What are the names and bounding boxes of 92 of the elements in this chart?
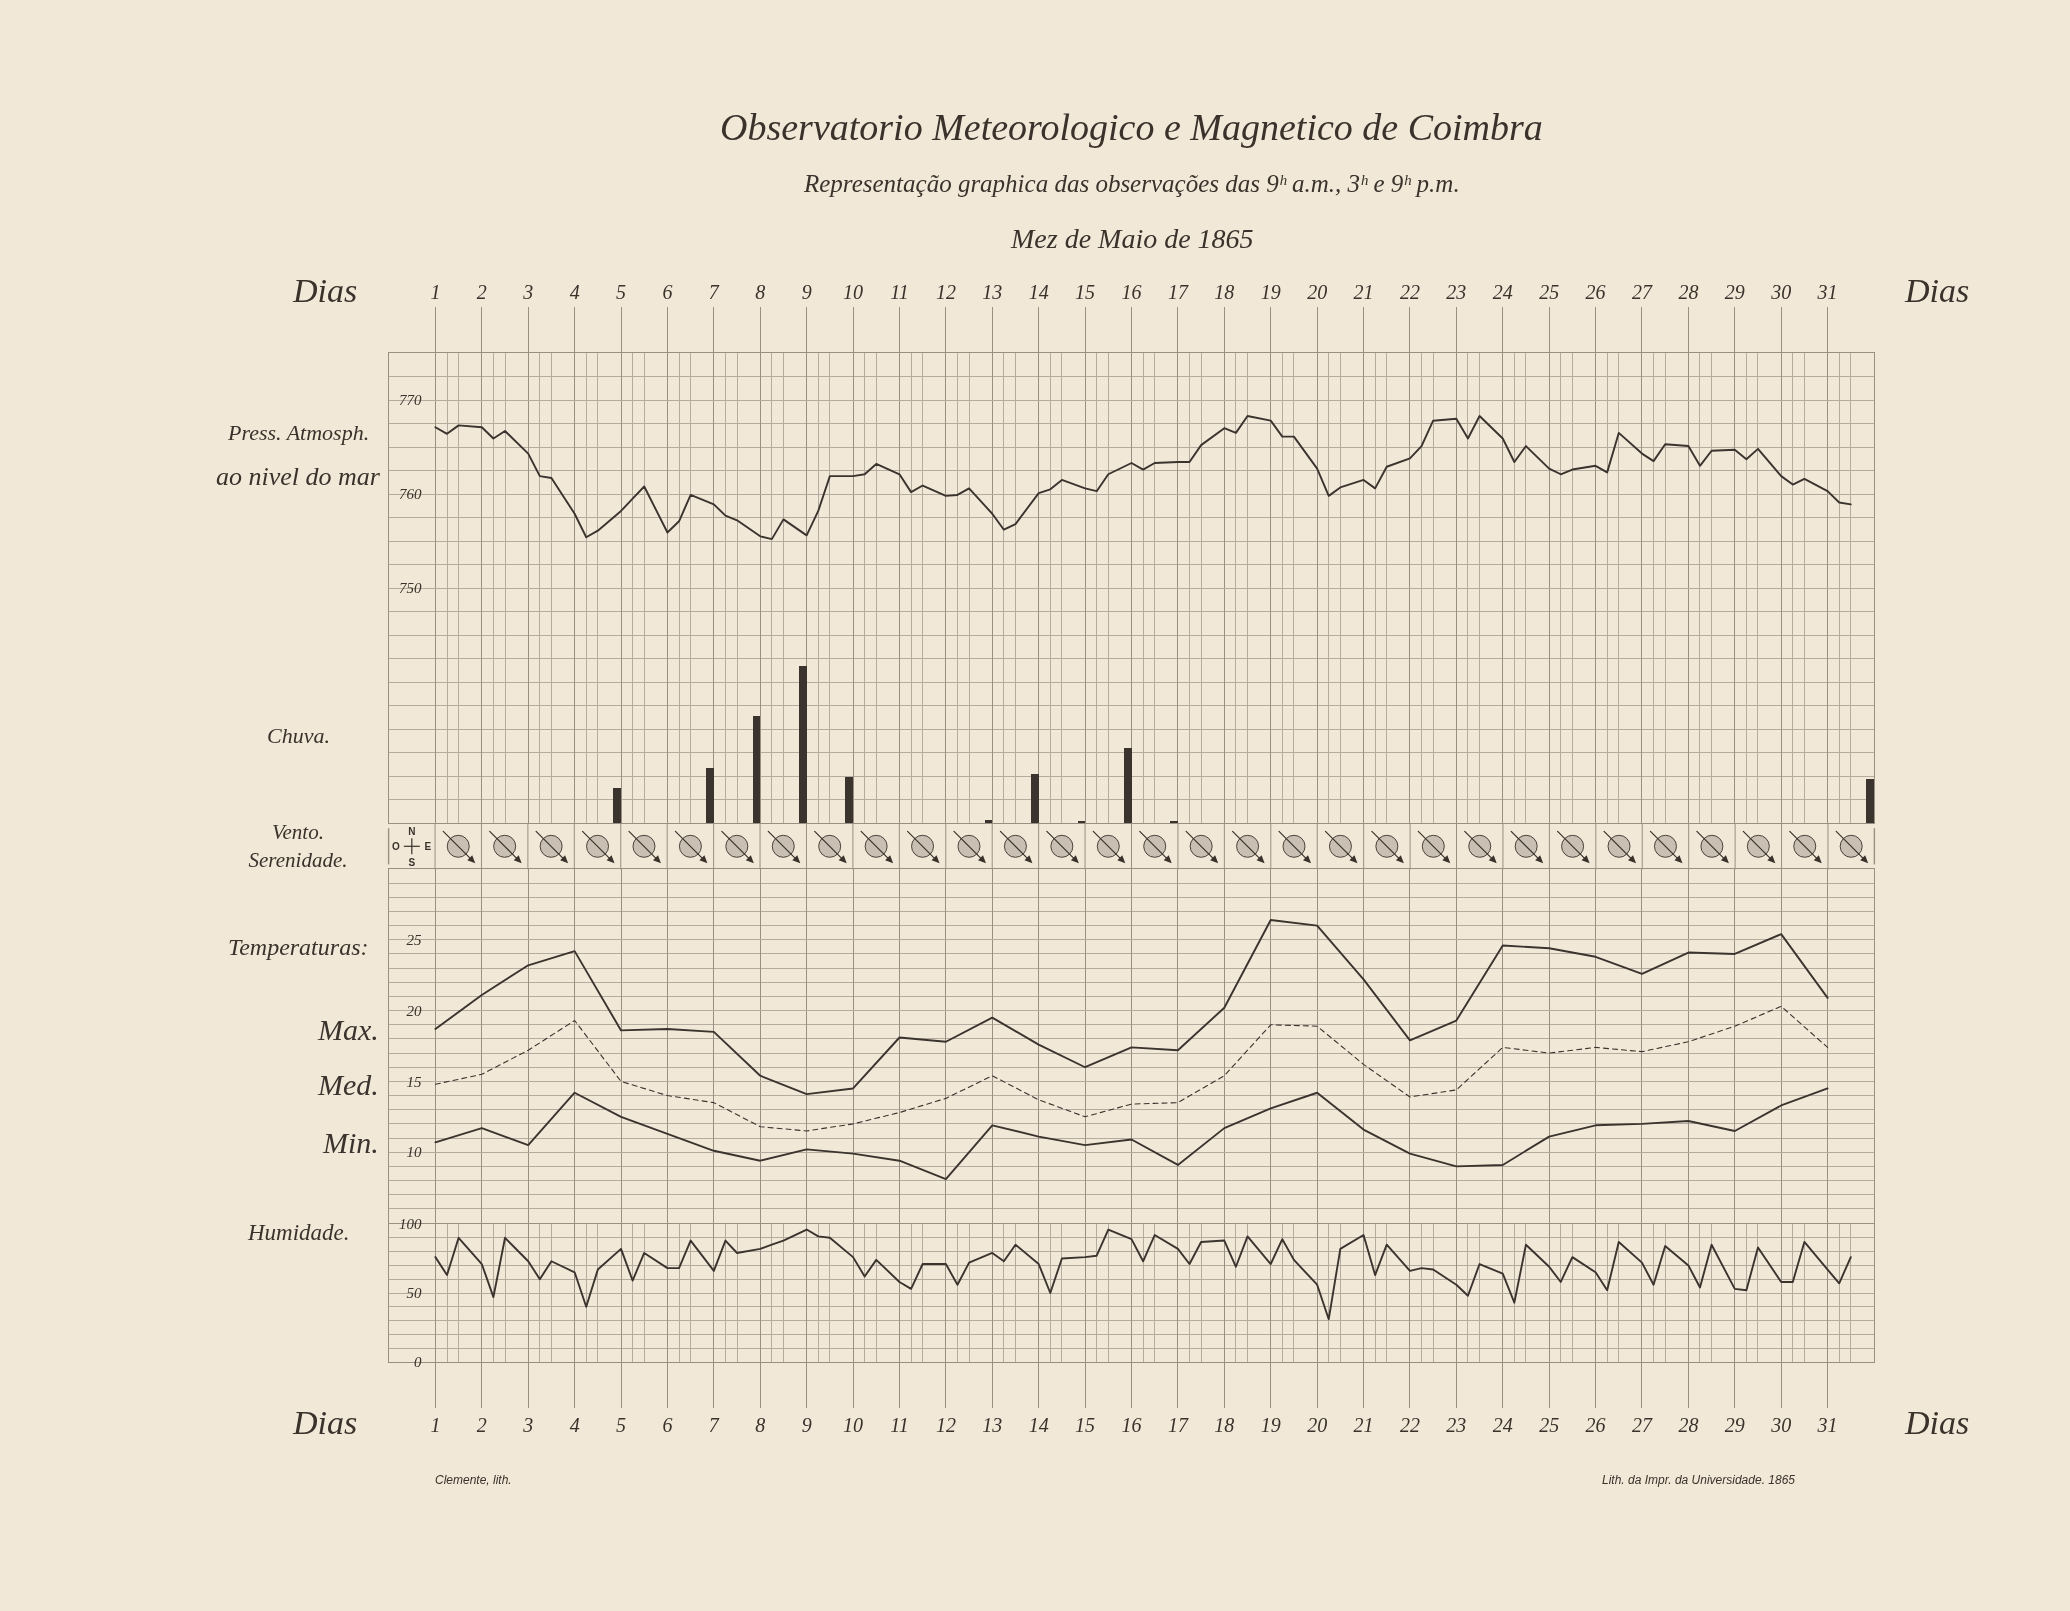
x-tick-label: 18 — [1214, 280, 1235, 303]
x-tick-label: 27 — [1631, 1414, 1653, 1437]
x-tick-label: 23 — [1446, 280, 1467, 303]
x-tick-label: 31 — [1816, 280, 1838, 303]
x-tick-label: 12 — [935, 280, 956, 303]
y-tick-label: 10 — [406, 1144, 423, 1161]
x-tick-label: 25 — [1539, 1414, 1560, 1437]
x-tick-label: 10 — [843, 280, 864, 303]
x-tick-label: 30 — [1770, 1414, 1792, 1437]
x-tick-label: 3 — [522, 1414, 534, 1437]
y-tick-label: 50 — [406, 1285, 423, 1302]
x-tick-label: 31 — [1816, 1414, 1838, 1437]
x-tick-label: 3 — [522, 280, 534, 303]
x-tick-label: 7 — [708, 280, 720, 303]
x-tick-label: 1 — [430, 280, 441, 303]
text: E — [424, 840, 432, 852]
x-tick-label: 4 — [569, 280, 580, 303]
x-tick-label: 15 — [1075, 1414, 1096, 1437]
y-tick-label: 750 — [399, 580, 423, 597]
y-tick-label: 25 — [406, 932, 423, 949]
x-tick-label: 6 — [662, 1414, 673, 1437]
x-tick-label: 12 — [935, 1414, 956, 1437]
x-tick-label: 14 — [1028, 1414, 1049, 1437]
text: Dias — [293, 272, 358, 309]
y-tick-label: 15 — [406, 1073, 423, 1090]
x-tick-label: 24 — [1492, 1414, 1513, 1437]
x-tick-label: 15 — [1075, 280, 1096, 303]
x-tick-label: 16 — [1121, 1414, 1142, 1437]
x-axis-title: Dias — [1904, 1404, 1970, 1441]
x-tick-label: 2 — [476, 1414, 487, 1437]
x-tick-label: 16 — [1121, 280, 1142, 303]
x-tick-label: 22 — [1399, 280, 1420, 303]
series-label: Max. — [317, 1013, 379, 1046]
x-tick-label: 14 — [1028, 280, 1049, 303]
x-tick-label: 9 — [801, 280, 812, 303]
y-tick-label: 0 — [414, 1354, 423, 1371]
x-tick-label: 5 — [616, 280, 627, 303]
x-tick-label: 8 — [755, 280, 766, 303]
x-axis-title: Dias — [1904, 272, 1970, 309]
x-tick-label: 20 — [1307, 1414, 1328, 1437]
chart-subtitle: Representação graphica das observações das 9ʰ a.m., 3ʰ e 9ʰ p.m. Mez de Maio de 1865 — [803, 170, 1460, 254]
x-tick-label: 1 — [430, 1414, 441, 1437]
series-label: Min. — [322, 1126, 379, 1159]
y-axis-title: Chuva. — [267, 723, 330, 748]
x-tick-label: 21 — [1353, 1414, 1374, 1437]
x-tick-label: 18 — [1214, 1414, 1235, 1437]
x-tick-label: 11 — [890, 1414, 909, 1437]
x-tick-label: 25 — [1539, 280, 1560, 303]
x-tick-label: 9 — [801, 1414, 812, 1437]
x-tick-label: 13 — [982, 280, 1003, 303]
y-tick-label: 760 — [399, 486, 423, 503]
x-tick-label: 10 — [843, 1414, 864, 1437]
x-tick-label: 24 — [1492, 280, 1513, 303]
y-tick-label: 770 — [399, 392, 423, 409]
y-axis-title: Temperaturas: — [228, 934, 369, 960]
x-tick-label: 29 — [1724, 280, 1745, 303]
series-label: Med. — [317, 1068, 379, 1101]
x-tick-label: 19 — [1260, 280, 1281, 303]
x-tick-label: 27 — [1631, 280, 1653, 303]
x-tick-label: 17 — [1167, 1414, 1189, 1437]
x-tick-label: 20 — [1307, 280, 1328, 303]
text: Lith. da Impr. da Universidade. 1865 — [1602, 1473, 1796, 1487]
x-tick-label: 22 — [1399, 1414, 1420, 1437]
text: S — [408, 856, 416, 868]
y-tick-label: 100 — [399, 1216, 423, 1233]
text: O — [391, 840, 400, 852]
x-tick-label: 28 — [1678, 1414, 1699, 1437]
x-tick-label: 19 — [1260, 1414, 1281, 1437]
x-tick-label: 6 — [662, 280, 673, 303]
x-tick-label: 4 — [569, 1414, 580, 1437]
text: N — [408, 825, 416, 837]
y-tick-label: 20 — [406, 1002, 423, 1019]
x-tick-label: 2 — [476, 280, 487, 303]
y-axis-title: Press. Atmosph. ao nivel do mar — [216, 420, 381, 491]
x-tick-label: 13 — [982, 1414, 1003, 1437]
x-tick-label: 21 — [1353, 280, 1374, 303]
x-tick-label: 26 — [1585, 280, 1606, 303]
x-tick-label: 30 — [1770, 280, 1792, 303]
x-tick-label: 26 — [1585, 1414, 1606, 1437]
y-axis-title: Humidade. — [247, 1220, 350, 1245]
text: Clemente, lith. — [435, 1473, 512, 1487]
text: Vento. Serenidade. — [248, 820, 348, 872]
x-tick-label: 5 — [616, 1414, 627, 1437]
x-tick-label: 17 — [1167, 280, 1189, 303]
x-tick-label: 23 — [1446, 1414, 1467, 1437]
x-tick-label: 7 — [708, 1414, 720, 1437]
chart-title: Observatorio Meteorologico e Magnetico de Coimbra — [720, 106, 1543, 148]
text: Dias — [293, 1404, 358, 1441]
x-tick-label: 8 — [755, 1414, 766, 1437]
x-tick-label: 29 — [1724, 1414, 1745, 1437]
x-tick-label: 11 — [890, 280, 909, 303]
x-tick-label: 28 — [1678, 280, 1699, 303]
